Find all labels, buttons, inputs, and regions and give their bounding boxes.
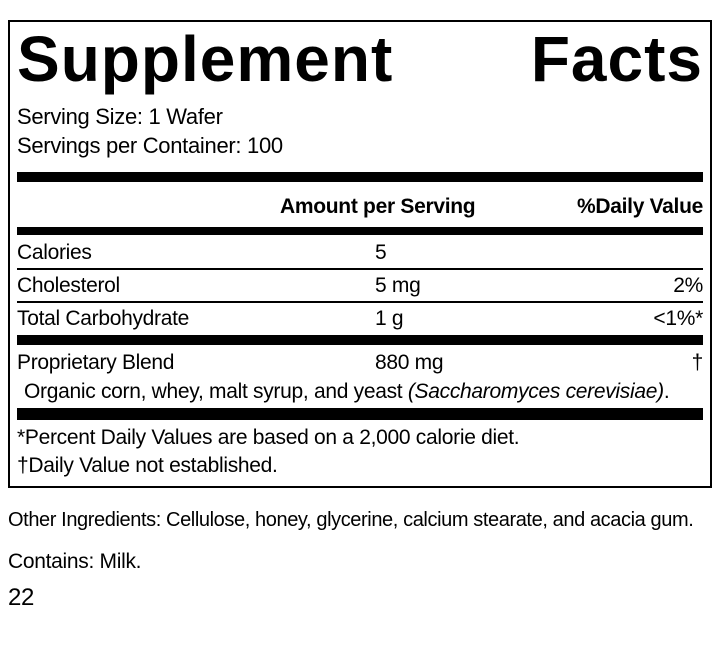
serving-info: Serving Size: 1 Wafer Servings per Conta… [17, 102, 703, 160]
nutrient-row-calories: Calories 5 [17, 235, 703, 270]
blend-ingredients-period: . [663, 380, 670, 403]
page-number: 22 [8, 584, 35, 611]
column-header-row: Amount per Serving %Daily Value [17, 182, 703, 227]
daily-value-header: %Daily Value [577, 195, 703, 218]
separator-bar-top [17, 172, 703, 182]
nutrient-amount: 5 [375, 241, 387, 264]
nutrient-row-total-carbohydrate: Total Carbohydrate 1 g <1%* [17, 303, 703, 335]
proprietary-blend-row: Proprietary Blend 880 mg † [17, 345, 703, 378]
footnotes: *Percent Daily Values are based on a 2,0… [17, 424, 703, 480]
blend-amount: 880 mg [375, 351, 444, 374]
blend-name: Proprietary Blend [17, 351, 175, 374]
title-word-supplement: Supplement [17, 23, 394, 95]
supplement-facts-panel: Supplement Facts Serving Size: 1 Wafer S… [8, 20, 712, 488]
nutrient-name: Total Carbohydrate [17, 307, 190, 330]
other-ingredients-text: Other Ingredients: Cellulose, honey, gly… [8, 509, 694, 531]
nutrient-amount: 5 mg [375, 274, 421, 297]
nutrient-daily-value: <1%* [653, 307, 703, 330]
servings-per-container-line: Servings per Container: 100 [17, 133, 283, 158]
panel-title: Supplement Facts [17, 24, 703, 94]
separator-bar-mid [17, 335, 703, 345]
footnote-daily-value-not-established: †Daily Value not established. [17, 454, 278, 477]
blend-ingredients-text: Organic corn, whey, malt syrup, and yeas… [24, 380, 408, 403]
nutrient-row-cholesterol: Cholesterol 5 mg 2% [17, 270, 703, 303]
blend-ingredients-latin-name: (Saccharomyces cerevisiae) [407, 380, 664, 403]
amount-per-serving-header: Amount per Serving [280, 195, 476, 218]
separator-bar-footnotes [17, 408, 703, 420]
separator-bar-header [17, 227, 703, 235]
serving-size-line: Serving Size: 1 Wafer [17, 104, 223, 129]
nutrient-name: Cholesterol [17, 274, 120, 297]
nutrient-daily-value: 2% [673, 274, 703, 297]
nutrient-name: Calories [17, 241, 92, 264]
additional-info: Other Ingredients: Cellulose, honey, gly… [8, 506, 712, 612]
nutrient-daily-value [555, 241, 703, 265]
title-word-facts: Facts [530, 23, 703, 95]
nutrient-amount: 1 g [375, 307, 404, 330]
footnote-percent-daily-values: *Percent Daily Values are based on a 2,0… [17, 426, 520, 449]
blend-ingredients-line: Organic corn, whey, malt syrup, and yeas… [17, 378, 703, 405]
contains-text: Contains: Milk. [8, 550, 142, 573]
blend-daily-value: † [691, 351, 704, 374]
